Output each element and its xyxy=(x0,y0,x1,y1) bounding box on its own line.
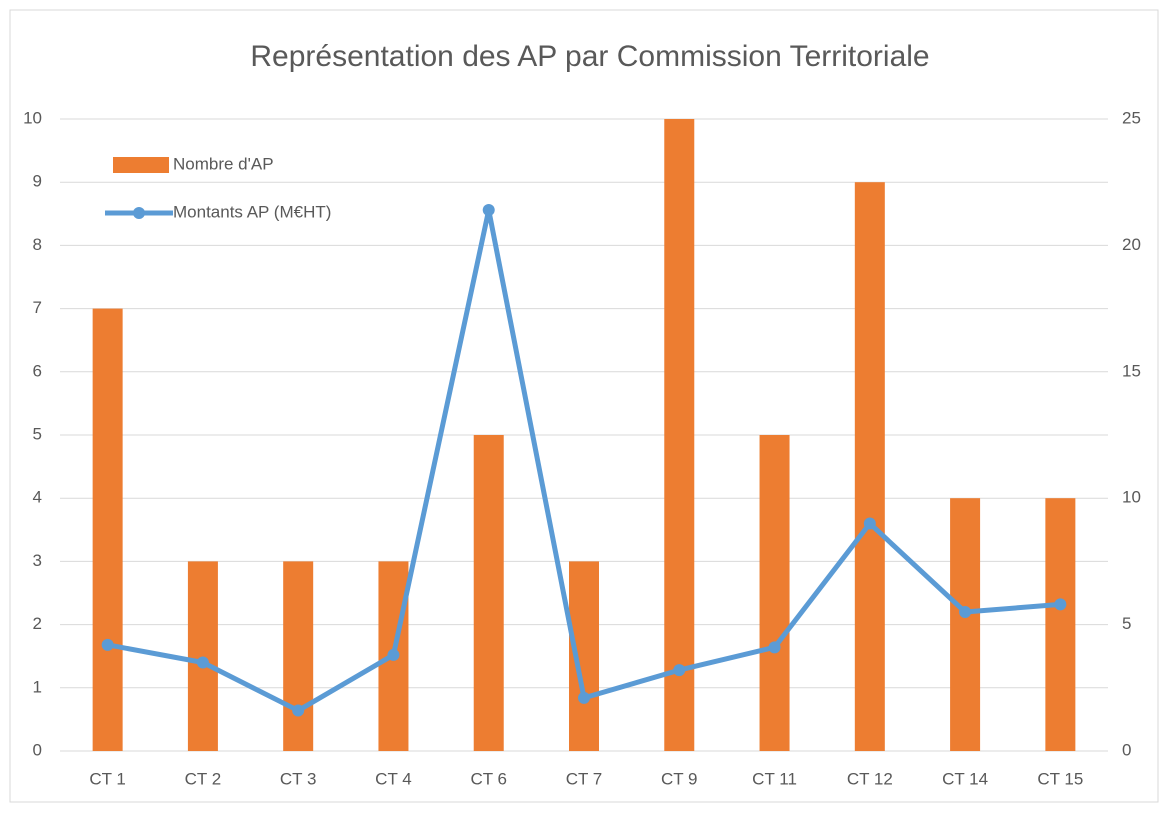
x-tick-label: CT 12 xyxy=(847,769,893,788)
line-marker xyxy=(863,517,876,530)
y-tick-label: 2 xyxy=(33,614,42,633)
line-marker xyxy=(292,704,305,717)
y2-tick-label: 20 xyxy=(1122,235,1141,254)
x-tick-label: CT 1 xyxy=(89,769,126,788)
y-tick-label: 1 xyxy=(33,677,42,696)
bar xyxy=(283,561,314,751)
y-tick-label: 3 xyxy=(33,551,42,570)
x-tick-label: CT 6 xyxy=(470,769,507,788)
y-tick-label: 7 xyxy=(33,298,42,317)
bar xyxy=(759,435,790,751)
line-marker xyxy=(673,664,686,677)
x-tick-label: CT 7 xyxy=(566,769,603,788)
y2-tick-label: 15 xyxy=(1122,361,1141,380)
y-tick-label: 8 xyxy=(33,235,42,254)
legend-label: Montants AP (M€HT) xyxy=(173,202,331,221)
line-marker xyxy=(578,691,590,704)
y-tick-label: 0 xyxy=(33,740,42,759)
chart-title: Représentation des AP par Commission Ter… xyxy=(250,40,929,73)
line-marker xyxy=(959,605,972,618)
y2-tick-label: 25 xyxy=(1122,108,1141,127)
bar xyxy=(473,435,504,751)
x-tick-label: CT 11 xyxy=(752,769,797,788)
line-marker xyxy=(196,656,209,669)
y-tick-label: 9 xyxy=(33,172,42,191)
y-tick-label: 6 xyxy=(33,361,42,380)
line-marker xyxy=(768,641,781,654)
y-tick-label: 5 xyxy=(33,424,42,443)
x-tick-label: CT 2 xyxy=(185,769,222,788)
bar xyxy=(92,308,123,751)
bar xyxy=(854,182,885,751)
bar xyxy=(950,498,981,751)
x-tick-label: CT 4 xyxy=(375,769,412,788)
line-marker xyxy=(1054,598,1067,611)
y2-tick-label: 10 xyxy=(1122,488,1141,507)
x-tick-label: CT 14 xyxy=(942,769,988,788)
bar xyxy=(187,561,218,751)
line-marker xyxy=(387,648,400,661)
y2-tick-label: 0 xyxy=(1122,740,1131,759)
x-tick-label: CT 9 xyxy=(661,769,698,788)
y-tick-label: 4 xyxy=(33,488,42,507)
line-marker xyxy=(482,204,495,217)
bar xyxy=(1045,498,1076,751)
legend-swatch xyxy=(113,157,169,173)
x-tick-label: CT 15 xyxy=(1037,769,1083,788)
bar xyxy=(664,119,695,751)
line-marker xyxy=(101,638,114,651)
x-tick-label: CT 3 xyxy=(280,769,317,788)
legend-marker xyxy=(133,207,145,219)
y-tick-label: 10 xyxy=(23,108,42,127)
y2-tick-label: 5 xyxy=(1122,614,1131,633)
legend-label: Nombre d'AP xyxy=(173,154,274,173)
